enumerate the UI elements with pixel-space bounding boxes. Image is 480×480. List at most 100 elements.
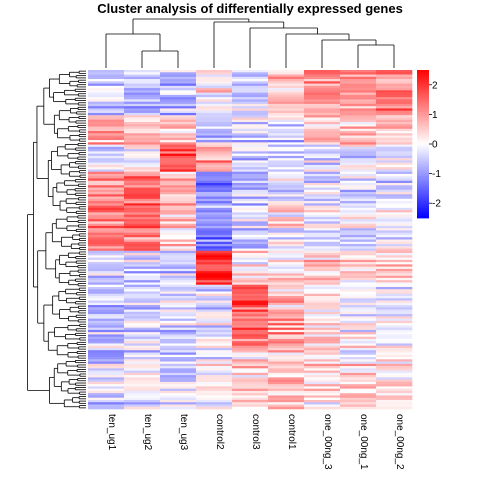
heatmap-cell [376, 393, 413, 396]
heatmap-cell [160, 79, 197, 82]
heatmap-cell [340, 241, 377, 245]
heatmap-cell [268, 368, 305, 371]
heatmap-cell [340, 137, 377, 141]
heatmap-cell [376, 248, 413, 252]
heatmap-cell [88, 363, 125, 367]
heatmap-cell [124, 99, 161, 102]
heatmap-cell [160, 196, 197, 200]
heatmap-cell [340, 305, 377, 308]
heatmap-cell [88, 354, 125, 358]
heatmap-cell [196, 173, 233, 177]
heatmap-cell [304, 97, 341, 100]
color-key-swatch [417, 74, 429, 78]
heatmap-cell [232, 115, 269, 118]
heatmap-cell [304, 183, 341, 186]
heatmap-cell [160, 343, 197, 347]
heatmap-cell [88, 250, 125, 254]
heatmap-cell [340, 393, 377, 396]
heatmap-cell [232, 203, 269, 206]
color-key-swatch [417, 114, 429, 118]
heatmap-cell [268, 151, 305, 154]
heatmap-cell [304, 363, 341, 367]
heatmap-cell [376, 298, 413, 301]
heatmap-cell [376, 386, 413, 389]
color-key-swatch [417, 156, 429, 160]
heatmap-cell [160, 390, 197, 394]
heatmap-cell [88, 119, 125, 123]
heatmap-cell [268, 282, 305, 285]
heatmap-cell [232, 372, 269, 376]
heatmap-cell [340, 192, 377, 195]
heatmap-cell [124, 370, 161, 374]
heatmap-cell [232, 399, 269, 403]
heatmap-cell [376, 149, 413, 152]
heatmap-cell [340, 316, 377, 319]
heatmap-cell [88, 302, 125, 306]
heatmap-cell [268, 103, 305, 107]
heatmap-cell [340, 171, 377, 175]
heatmap-cell [268, 259, 305, 263]
heatmap-cell [268, 309, 305, 313]
heatmap-cell [268, 173, 305, 177]
heatmap-cell [88, 171, 125, 175]
heatmap-cell [88, 318, 125, 322]
heatmap-cell [304, 370, 341, 374]
heatmap-cell [124, 338, 161, 342]
heatmap-cell [376, 151, 413, 154]
heatmap-cell [124, 284, 161, 288]
heatmap-cell [340, 81, 377, 84]
heatmap-cell [160, 399, 197, 403]
heatmap-cell [376, 327, 413, 331]
color-key-swatch [417, 126, 429, 130]
heatmap-cell [196, 257, 233, 261]
heatmap-cell [124, 83, 161, 87]
heatmap-cell [232, 406, 269, 410]
heatmap-cell [124, 268, 161, 272]
heatmap-cell [124, 259, 161, 263]
heatmap-cell [376, 97, 413, 100]
heatmap-cell [340, 239, 377, 243]
heatmap-cell [340, 162, 377, 166]
heatmap-cell [160, 307, 197, 310]
color-key-swatch [417, 195, 429, 199]
heatmap-cell [304, 266, 341, 270]
heatmap-cell [340, 320, 377, 324]
heatmap-cell [124, 180, 161, 184]
heatmap-cell [268, 305, 305, 308]
heatmap-cell [268, 393, 305, 396]
heatmap-cell [376, 79, 413, 82]
heatmap-cell [376, 205, 413, 209]
heatmap-cell [232, 302, 269, 306]
heatmap-cell [196, 79, 233, 82]
heatmap-cell [376, 119, 413, 123]
heatmap-cell [160, 397, 197, 401]
heatmap-cell [376, 183, 413, 186]
heatmap-cell [160, 257, 197, 261]
heatmap-cell [304, 85, 341, 89]
heatmap-cell [88, 273, 125, 276]
heatmap-cell [304, 253, 341, 256]
heatmap-cell [304, 210, 341, 213]
heatmap-cell [124, 230, 161, 234]
heatmap-cell [268, 196, 305, 200]
heatmap-cell [304, 178, 341, 182]
heatmap-cell [376, 160, 413, 163]
heatmap-cell [304, 180, 341, 184]
heatmap-cell [340, 176, 377, 179]
heatmap-cell [232, 108, 269, 111]
heatmap-cell [160, 101, 197, 105]
heatmap-cell [304, 230, 341, 234]
heatmap-cell [88, 366, 125, 369]
heatmap-cell [340, 212, 377, 215]
heatmap-cell [340, 187, 377, 191]
heatmap-cell [340, 178, 377, 182]
heatmap-cell [340, 246, 377, 249]
heatmap-cell [124, 201, 161, 204]
heatmap-cell [232, 194, 269, 197]
heatmap-cell [196, 275, 233, 279]
heatmap-cell [268, 359, 305, 362]
heatmap-cell [160, 402, 197, 405]
heatmap-cell [376, 169, 413, 172]
heatmap-cell [304, 300, 341, 304]
heatmap-cell [340, 363, 377, 367]
